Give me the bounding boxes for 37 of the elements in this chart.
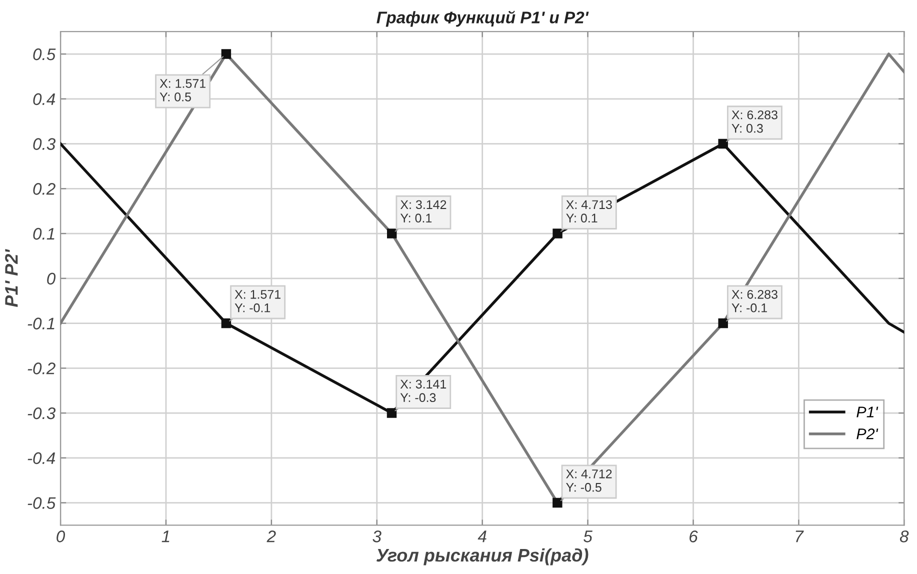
annotation: X: 3.141 Y: -0.3 <box>400 380 446 402</box>
annotation: X: 6.283 Y: -0.1 <box>732 290 778 312</box>
y-tick-label: -0.3 <box>28 407 56 420</box>
annotation: X: 1.571 Y: 0.5 <box>160 79 206 102</box>
x-tick-label: 2 <box>266 530 276 542</box>
x-tick-label: 3 <box>372 530 382 542</box>
x-tick-label: 8 <box>900 530 909 542</box>
y-tick-label: 0 <box>47 272 56 285</box>
annotation: X: 3.142 Y: 0.1 <box>400 200 446 223</box>
y-tick-label: -0.4 <box>28 452 56 464</box>
y-tick-label: 0.2 <box>33 183 56 195</box>
y-axis-title: P1' P2' <box>5 249 18 307</box>
x-tick-label: 4 <box>478 530 486 542</box>
point <box>552 228 562 238</box>
x-tick-label: 7 <box>796 530 804 542</box>
x-axis-title: Угол рыскания Psi(рад) <box>376 548 588 566</box>
x-tick-label: 6 <box>690 530 698 542</box>
legend-label: P1' <box>856 406 878 418</box>
y-tick-label: 0.3 <box>33 138 56 150</box>
point <box>221 318 232 328</box>
x-tick-label: 1 <box>162 530 170 542</box>
point <box>718 138 728 149</box>
x-tick-label: 0 <box>56 530 66 542</box>
y-tick-label: 0.1 <box>33 228 54 240</box>
point <box>386 408 397 418</box>
y-tick-label: 0.5 <box>33 48 56 60</box>
legend-label: P2' <box>856 428 878 440</box>
annotation: X: 4.712 Y: -0.5 <box>566 469 612 492</box>
chart-title: График Функций P1' и P2' <box>376 10 589 27</box>
x-tick-label: 5 <box>584 530 592 542</box>
y-tick-label: -0.5 <box>28 497 56 509</box>
annotation: X: 4.713 Y: 0.1 <box>566 200 612 223</box>
annotation: X: 1.571 Y: -0.1 <box>234 290 280 312</box>
annotation: X: 6.283 Y: 0.3 <box>732 110 778 133</box>
y-tick-label: -0.1 <box>28 318 54 330</box>
y-tick-label: 0.4 <box>33 93 56 106</box>
y-tick-label: -0.2 <box>28 362 56 374</box>
